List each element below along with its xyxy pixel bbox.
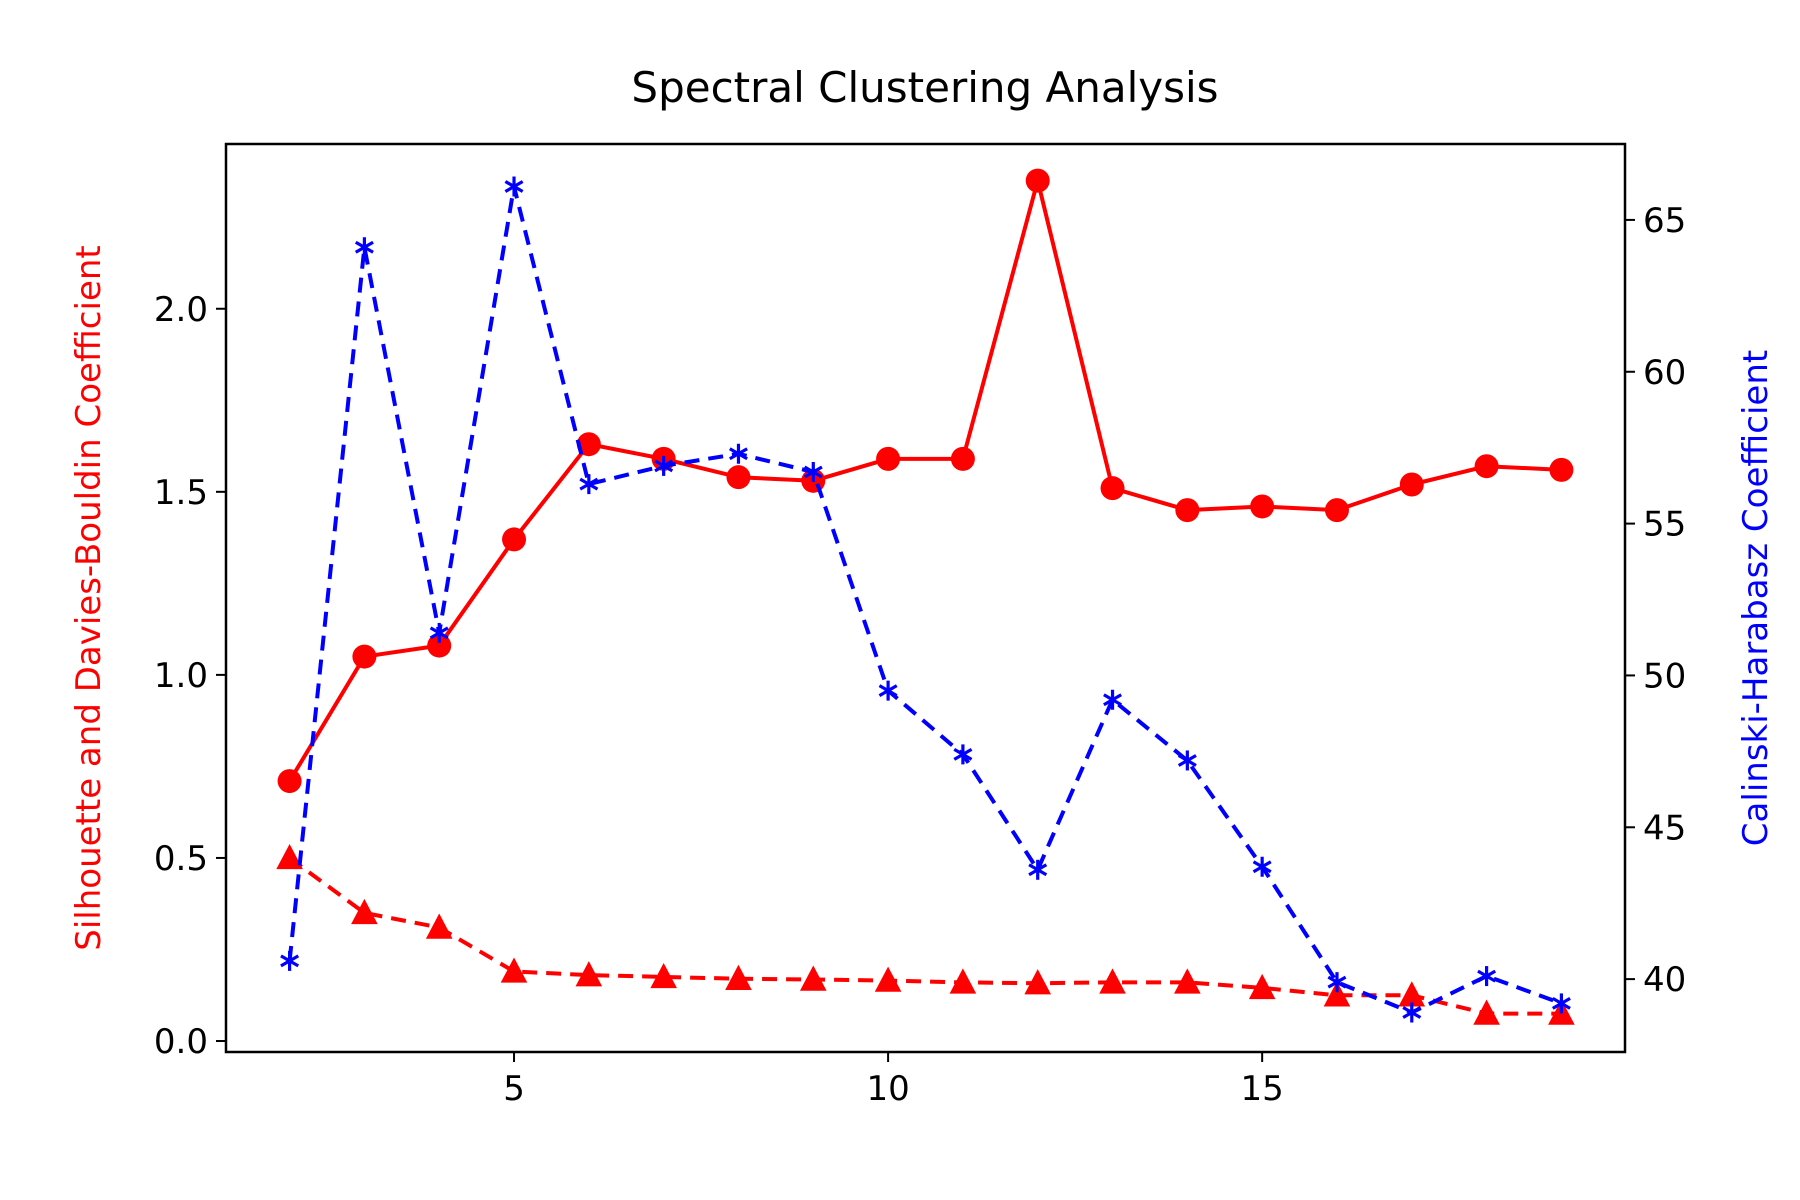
data-point <box>726 465 751 490</box>
y-axis-right-label: Calinski-Harabasz Coefficient <box>1736 350 1776 846</box>
data-point <box>1551 993 1571 1014</box>
y-right-tick-label: 45 <box>1643 808 1686 848</box>
y-left-tick-label: 1.5 <box>154 473 208 513</box>
data-point <box>1324 498 1349 523</box>
plot-area <box>276 168 1575 1025</box>
data-point <box>1100 476 1125 501</box>
x-tick-label: 5 <box>503 1069 525 1109</box>
x-tick-label: 10 <box>866 1069 909 1109</box>
series-2 <box>276 843 1575 1025</box>
data-point <box>1175 498 1200 523</box>
data-point <box>1477 966 1497 987</box>
data-point <box>277 769 302 794</box>
x-tick-label: 15 <box>1241 1069 1284 1109</box>
x-axis: 5 10 15 <box>503 1052 1284 1109</box>
series-1 <box>277 168 1574 794</box>
data-point <box>1248 973 1276 1000</box>
data-point <box>654 455 674 476</box>
y-left-tick-label: 2.0 <box>154 290 208 330</box>
data-point <box>1099 968 1126 994</box>
y-left-tick-label: 1.0 <box>154 656 208 696</box>
data-point <box>950 446 975 471</box>
data-point <box>502 527 527 552</box>
data-point <box>725 964 752 990</box>
data-point <box>1473 999 1500 1025</box>
data-point <box>878 680 898 701</box>
data-point <box>1028 859 1048 880</box>
y-left-tick-label: 0.5 <box>154 839 208 879</box>
data-point <box>1398 981 1426 1007</box>
data-point <box>729 443 748 464</box>
y-axis-right: 40 45 50 55 60 65 <box>1625 201 1686 1000</box>
series-3 <box>280 176 1571 1023</box>
data-point <box>874 966 902 992</box>
data-point <box>504 176 524 197</box>
data-point <box>1474 454 1499 479</box>
data-point <box>1327 972 1347 993</box>
data-point <box>953 744 973 765</box>
data-point <box>1174 968 1201 994</box>
y-right-tick-label: 65 <box>1643 201 1686 241</box>
data-point <box>429 622 449 643</box>
data-point <box>352 644 377 669</box>
data-point <box>1549 457 1574 482</box>
data-point <box>280 950 300 971</box>
y-right-tick-label: 50 <box>1643 656 1686 696</box>
data-point <box>427 633 452 658</box>
data-point <box>579 474 599 495</box>
data-point <box>351 898 378 925</box>
data-point <box>799 965 827 991</box>
series-line <box>287 184 1563 1015</box>
data-point <box>425 913 453 939</box>
data-point <box>276 843 303 870</box>
data-point <box>949 968 977 994</box>
y-axis-left: 0.0 0.5 1.0 1.5 2.0 <box>154 290 226 1062</box>
data-point <box>500 957 528 983</box>
y-left-tick-label: 0.0 <box>154 1022 208 1062</box>
data-point <box>1402 1002 1422 1023</box>
plot-frame <box>224 142 1627 1054</box>
y-right-tick-label: 40 <box>1643 960 1686 1000</box>
data-point <box>876 446 901 471</box>
series-line <box>287 178 1562 783</box>
data-point <box>354 237 374 258</box>
chart-title: Spectral Clustering Analysis <box>631 63 1218 112</box>
data-point <box>1025 168 1050 193</box>
y-right-tick-label: 60 <box>1643 353 1686 393</box>
y-right-tick-label: 55 <box>1643 505 1686 545</box>
data-point <box>650 962 677 989</box>
data-point <box>1399 472 1424 497</box>
data-point <box>1250 494 1275 519</box>
y-axis-left-label: Silhouette and Davies-Bouldin Coefficien… <box>69 245 109 951</box>
data-point <box>803 461 823 482</box>
data-point <box>576 432 601 457</box>
data-point <box>1103 689 1122 710</box>
data-point <box>575 961 603 987</box>
data-point <box>1252 856 1272 877</box>
data-point <box>1323 981 1351 1007</box>
data-point <box>1024 969 1052 995</box>
data-point <box>1177 750 1197 771</box>
series-line <box>288 856 1562 1016</box>
